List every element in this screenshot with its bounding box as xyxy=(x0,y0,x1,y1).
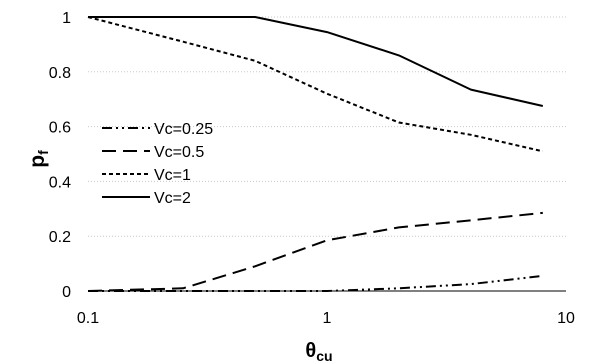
x-tick-labels: 0.1 1 10 xyxy=(77,310,575,327)
y-tick-label: 0.8 xyxy=(49,65,71,82)
x-tick-label: 1 xyxy=(323,310,332,327)
x-axis-title-main: θ xyxy=(305,340,316,362)
series-line xyxy=(88,274,543,292)
legend-label: Vc=2 xyxy=(154,190,191,207)
series-lines xyxy=(87,16,544,292)
x-axis-title-sub: cu xyxy=(316,348,332,363)
series-line xyxy=(88,16,544,107)
legend-label: Vc=1 xyxy=(154,167,191,184)
legend-label: Vc=0.25 xyxy=(154,121,213,138)
y-axis-title-main: p xyxy=(26,155,49,168)
y-tick-label: 0.4 xyxy=(49,174,71,191)
y-tick-label: 1 xyxy=(62,10,71,27)
y-tick-label: 0.6 xyxy=(49,120,71,137)
series-line xyxy=(87,211,543,292)
series-line xyxy=(87,16,544,153)
x-tick-label: 10 xyxy=(557,310,575,327)
legend-label: Vc=0.5 xyxy=(154,144,204,161)
x-axis-title: θcu xyxy=(305,340,332,363)
y-tick-labels: 0 0.2 0.4 0.6 0.8 1 xyxy=(49,10,71,301)
y-axis-title: pf xyxy=(26,150,51,168)
x-tick-label: 0.1 xyxy=(77,310,99,327)
y-axis-title-sub: f xyxy=(35,150,51,155)
legend: Vc=0.25 Vc=0.5 Vc=1 Vc=2 xyxy=(102,121,213,207)
y-tick-label: 0.2 xyxy=(49,229,71,246)
y-tick-label: 0 xyxy=(62,284,71,301)
